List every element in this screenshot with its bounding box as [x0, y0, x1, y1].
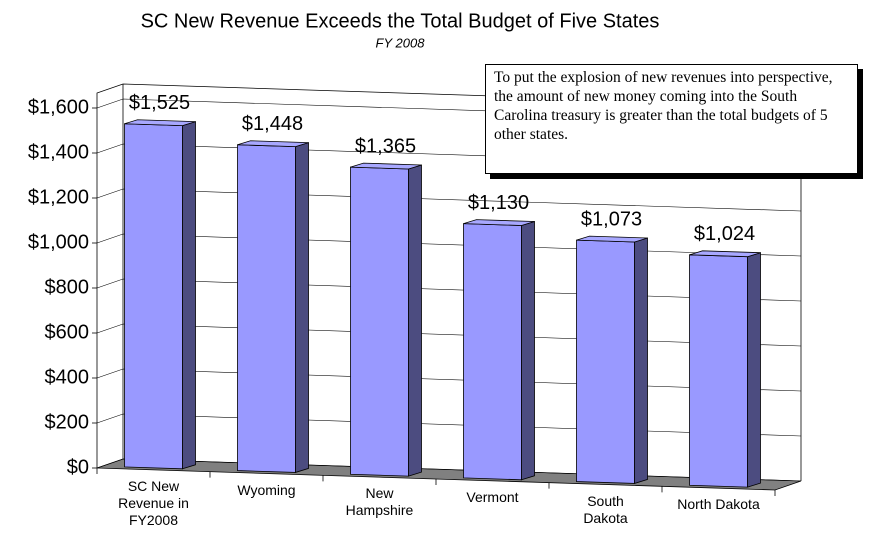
y-tick-label: $1,200: [28, 186, 89, 208]
grid-line: [96, 188, 802, 212]
grid-line: [96, 413, 802, 437]
x-tick-label: North Dakota: [677, 496, 760, 513]
bar-front: [124, 123, 183, 470]
y-tick-label: $400: [45, 366, 90, 388]
bar: [124, 119, 196, 470]
y-tick-label: $600: [45, 321, 90, 343]
x-tick-label: Vermont: [466, 488, 519, 505]
value-label: $1,448: [242, 113, 303, 135]
bar-top: [689, 250, 761, 258]
y-tick-label: $1,600: [28, 96, 89, 118]
bar: [576, 235, 648, 484]
x-tick-label: SC New Revenue in FY2008: [118, 477, 189, 528]
value-label: $1,525: [129, 92, 190, 114]
bar-top: [124, 119, 196, 127]
bar-side: [295, 142, 309, 473]
bar-front: [689, 254, 748, 488]
annotation: To put the explosion of new revenues int…: [485, 64, 858, 174]
bar-front: [350, 166, 409, 477]
bar-front: [576, 239, 635, 484]
grid-line: [96, 458, 802, 482]
value-label: $1,130: [468, 192, 529, 214]
grid-line: [96, 368, 802, 392]
bar-side: [634, 237, 648, 484]
value-label: $1,024: [694, 223, 755, 245]
chart-title: SC New Revenue Exceeds the Total Budget …: [141, 10, 660, 32]
grid-line: [96, 278, 802, 302]
bar: [350, 162, 422, 477]
bar-top: [350, 162, 422, 170]
bar: [689, 250, 761, 488]
y-tick-label: $200: [45, 411, 90, 433]
bar-side: [182, 121, 196, 470]
y-tick-label: $800: [45, 276, 90, 298]
grid-line: [96, 233, 802, 257]
y-tick-label: $1,400: [28, 141, 89, 163]
bar-side: [521, 220, 535, 481]
value-label: $1,365: [355, 135, 416, 157]
value-label: $1,073: [581, 208, 642, 230]
wall-outline: [96, 83, 802, 468]
y-tick-label: $0: [67, 456, 89, 478]
bar: [463, 219, 535, 481]
bar-front: [463, 223, 522, 481]
chart-subtitle: FY 2008: [376, 35, 426, 50]
bar-top: [463, 219, 535, 226]
grid-line: [96, 323, 802, 347]
x-tick-label: South Dakota: [583, 492, 628, 526]
bar-top: [576, 235, 648, 243]
x-tick-label: New Hampshire: [345, 485, 414, 519]
bar: [237, 140, 309, 473]
y-tick-label: $1,000: [28, 231, 89, 253]
bar-front: [237, 144, 296, 473]
x-tick-label: Wyoming: [237, 481, 296, 498]
bar-side: [408, 164, 422, 477]
bar-side: [747, 252, 761, 488]
bar-top: [237, 140, 309, 148]
